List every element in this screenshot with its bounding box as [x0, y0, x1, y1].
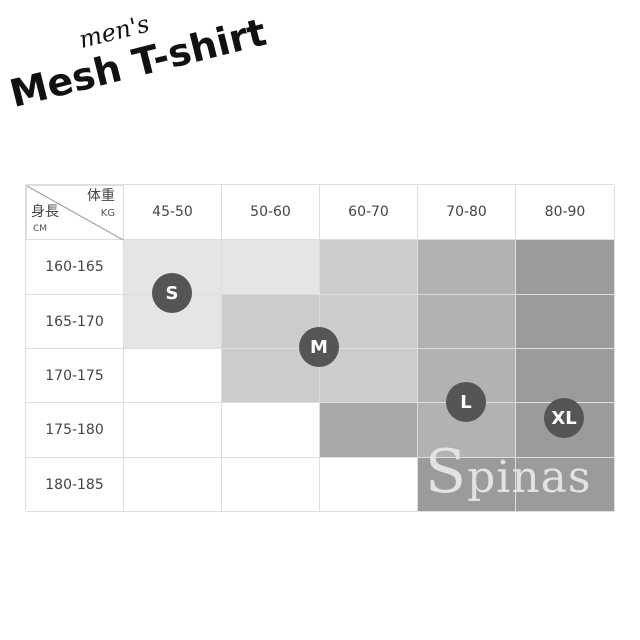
table-cell: [320, 240, 418, 295]
height-label: 身長: [31, 204, 59, 220]
table-cell: [222, 240, 320, 295]
table-cell: [516, 240, 615, 295]
height-unit: CM: [33, 224, 48, 234]
size-badge-xl: XL: [544, 398, 584, 438]
weight-unit: KG: [100, 208, 115, 219]
table-cell: [320, 349, 418, 403]
table-cell: [516, 458, 615, 512]
size-badge-l: L: [446, 382, 486, 422]
row-header: 180-185: [26, 458, 124, 512]
corner-header: 体重 KG 身長 CM: [26, 185, 125, 241]
row-header: 165-170: [26, 295, 124, 349]
watermark-logo: Spinas: [425, 437, 592, 507]
column-header: 80-90: [516, 185, 615, 240]
table-cell: [516, 349, 615, 403]
table-cell: [418, 295, 516, 349]
column-header: 70-80: [418, 185, 516, 240]
table-cell: [418, 458, 516, 512]
row-header: 160-165: [26, 240, 124, 295]
table-cell: [222, 403, 320, 458]
row-header: 175-180: [26, 403, 124, 458]
table-cell: [418, 240, 516, 295]
table-cell: [124, 349, 222, 403]
weight-label: 体重: [87, 188, 115, 204]
size-badge-s: S: [152, 273, 192, 313]
table-cell: [222, 458, 320, 512]
column-header: 45-50: [124, 185, 222, 240]
table-cell: [320, 403, 418, 458]
table-cell: [124, 403, 222, 458]
column-header: 50-60: [222, 185, 320, 240]
table-cell: [320, 458, 418, 512]
table-cell: [516, 295, 615, 349]
diagonal-line: [27, 186, 125, 241]
column-header: 60-70: [320, 185, 418, 240]
title-group: men's Mesh T-shirt: [0, 0, 270, 116]
size-badge-m: M: [299, 327, 339, 367]
row-header: 170-175: [26, 349, 124, 403]
table-cell: [124, 458, 222, 512]
